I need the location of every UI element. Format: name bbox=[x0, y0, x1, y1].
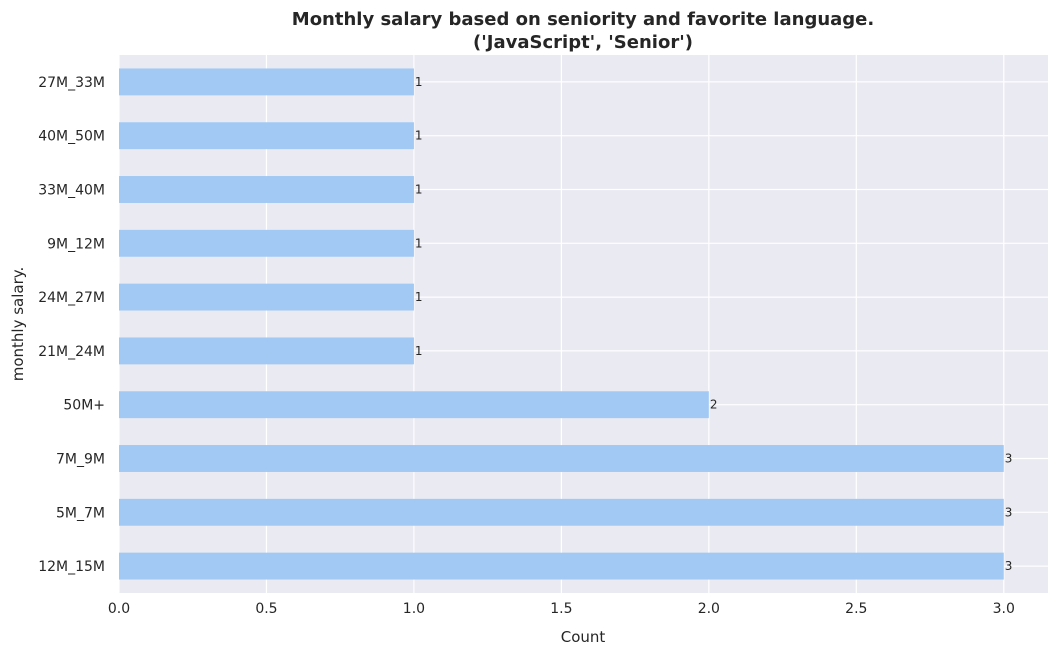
y-tick-label: 12M_15M bbox=[38, 559, 105, 575]
bar-value-label: 1 bbox=[415, 75, 423, 89]
x-tick-label: 0.0 bbox=[108, 601, 130, 617]
bar-33M_40M bbox=[119, 176, 414, 203]
x-tick-label: 0.5 bbox=[255, 601, 277, 617]
y-axis-label: monthly salary. bbox=[9, 267, 27, 382]
y-tick-label: 9M_12M bbox=[47, 236, 105, 252]
x-tick-label: 1.0 bbox=[403, 601, 425, 617]
bar-value-label: 1 bbox=[415, 344, 423, 358]
bar-40M_50M bbox=[119, 122, 414, 150]
bar-value-label: 1 bbox=[415, 129, 423, 143]
bar-27M_33M bbox=[119, 68, 414, 96]
x-tick-label: 2.5 bbox=[845, 601, 867, 617]
bar-value-label: 1 bbox=[415, 236, 423, 250]
bar-7M_9M bbox=[119, 445, 1004, 472]
chart-title: Monthly salary based on seniority and fa… bbox=[292, 9, 874, 30]
y-tick-label: 33M_40M bbox=[38, 183, 105, 199]
bar-24M_27M bbox=[119, 283, 414, 311]
bar-9M_12M bbox=[119, 229, 414, 257]
bar-5M_7M bbox=[119, 498, 1004, 526]
x-axis-label: Count bbox=[561, 628, 606, 646]
y-tick-label: 27M_33M bbox=[38, 75, 105, 91]
y-tick-label: 21M_24M bbox=[38, 344, 105, 360]
x-tick-label: 2.0 bbox=[698, 601, 720, 617]
chart-subtitle: ('JavaScript', 'Senior') bbox=[473, 32, 693, 53]
y-tick-labels: 27M_33M 40M_50M 33M_40M 9M_12M 24M_27M 21M_24… bbox=[38, 75, 105, 575]
bar-value-label: 1 bbox=[415, 290, 423, 304]
y-tick-label: 50M+ bbox=[63, 398, 105, 414]
y-tick-label: 5M_7M bbox=[56, 505, 105, 521]
x-tick-label: 1.5 bbox=[550, 601, 572, 617]
bar-value-label: 3 bbox=[1005, 559, 1013, 573]
bar-12M_15M bbox=[119, 552, 1004, 580]
bar-value-label: 2 bbox=[710, 398, 718, 412]
x-tick-label: 3.0 bbox=[993, 601, 1015, 617]
bars bbox=[119, 68, 1004, 580]
data-labels: 1 1 1 1 1 1 2 3 3 3 bbox=[415, 75, 1012, 573]
y-tick-label: 24M_27M bbox=[38, 290, 105, 306]
y-tick-label: 7M_9M bbox=[56, 452, 105, 468]
x-tick-labels: 0.0 0.5 1.0 1.5 2.0 2.5 3.0 bbox=[108, 601, 1015, 617]
y-tick-label: 40M_50M bbox=[38, 129, 105, 145]
bar-value-label: 1 bbox=[415, 183, 423, 197]
bar-50M+ bbox=[119, 391, 709, 419]
bar-value-label: 3 bbox=[1005, 452, 1013, 466]
bar-value-label: 3 bbox=[1005, 505, 1013, 519]
bar-21M_24M bbox=[119, 337, 414, 365]
